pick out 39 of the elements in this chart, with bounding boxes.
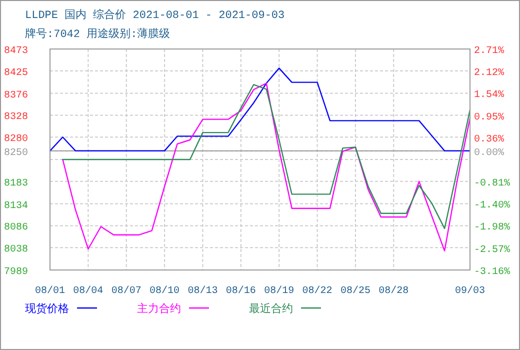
line-series	[49, 68, 471, 152]
y-tick-label: 8425	[4, 68, 28, 79]
y2-tick-label: 0.00%	[474, 148, 504, 160]
y-tick-label: 7989	[4, 267, 28, 278]
y-tick-label: 8376	[4, 90, 28, 102]
x-tick-label: 09/03	[454, 285, 486, 297]
chart-subtitle: 牌号:7042 用途级别:薄膜级	[25, 27, 170, 41]
x-tick-label: 08/13	[188, 285, 218, 297]
legend-label: 现货价格	[25, 303, 69, 316]
y2-tick-label: 2.71%	[474, 46, 504, 57]
chart-title: LLDPE 国内 综合价 2021-08-01 - 2021-09-03	[25, 8, 285, 22]
y2-tick-label: 2.12%	[474, 68, 504, 80]
y-tick-label: 8134	[4, 200, 28, 212]
legend-label: 主力合约	[137, 302, 181, 316]
y2-tick-label: -3.16%	[474, 267, 510, 278]
x-tick-label: 08/19	[264, 285, 294, 297]
y2-tick-label: -1.40%	[474, 200, 510, 212]
y-tick-label: 8280	[4, 134, 28, 146]
y2-tick-label: 0.95%	[474, 112, 504, 124]
x-tick-label: 08/16	[226, 285, 256, 297]
y-tick-label: 8183	[4, 178, 28, 190]
x-tick-label: 08/01	[34, 285, 66, 297]
y2-tick-label: -2.57%	[474, 244, 510, 256]
y-tick-label: 8038	[4, 244, 28, 256]
x-tick-label: 08/07	[111, 285, 142, 297]
y-tick-label: 8473	[4, 46, 28, 57]
y-tick-label: 8086	[4, 222, 28, 234]
x-tick-label: 08/25	[340, 285, 370, 297]
y2-tick-label: -0.81%	[474, 178, 510, 190]
x-tick-label: 08/04	[73, 285, 104, 297]
y2-tick-label: -1.98%	[474, 222, 510, 234]
x-tick-label: 08/28	[378, 285, 409, 297]
legend-label: 最近合约	[249, 302, 293, 316]
x-tick-label: 08/10	[150, 285, 180, 297]
y2-tick-label: 0.36%	[474, 134, 504, 146]
y-tick-label: 8328	[4, 112, 28, 124]
x-tick-label: 08/22	[302, 285, 332, 297]
y2-tick-label: 1.54%	[474, 90, 504, 102]
y-tick-label: 8250	[4, 148, 28, 159]
